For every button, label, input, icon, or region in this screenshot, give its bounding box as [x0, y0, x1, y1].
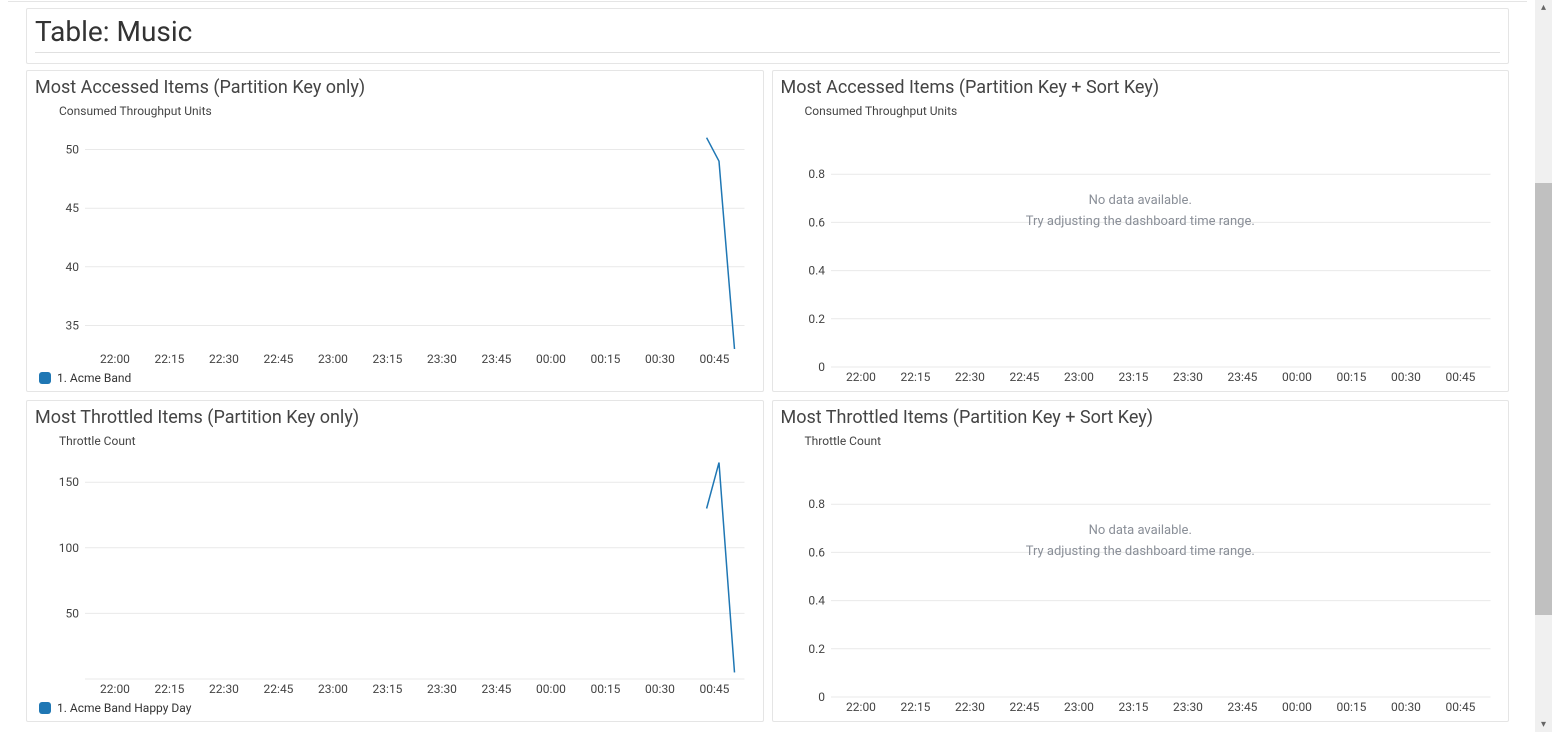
svg-text:00:00: 00:00: [536, 352, 566, 366]
chart-most-throttled-pk-sk[interactable]: Most Throttled Items (Partition Key + So…: [772, 400, 1510, 722]
svg-text:0.8: 0.8: [808, 167, 825, 181]
chart-most-accessed-pk-sk[interactable]: Most Accessed Items (Partition Key + Sor…: [772, 70, 1510, 392]
scroll-down-icon[interactable]: ▾: [1535, 719, 1552, 730]
dashboard-root: Table: Music Most Accessed Items (Partit…: [0, 0, 1552, 732]
svg-text:22:15: 22:15: [900, 700, 930, 714]
svg-text:0.6: 0.6: [808, 545, 825, 559]
svg-text:00:00: 00:00: [536, 682, 566, 696]
svg-text:0.4: 0.4: [808, 264, 825, 278]
svg-text:23:00: 23:00: [318, 352, 348, 366]
svg-text:23:45: 23:45: [482, 682, 512, 696]
svg-text:23:30: 23:30: [1173, 700, 1203, 714]
chart-plot[interactable]: 50 100 150 22:00 22:15 22:30 22:45 23:00 23:15 23…: [35, 450, 755, 699]
page-title: Table: Music: [35, 15, 1500, 53]
legend-swatch: [39, 702, 51, 714]
chart-plot[interactable]: 0 0.2 0.4 0.6 0.8 22:00 22:15 22:30 22:45 23:00 23…: [781, 120, 1501, 387]
chart-title: Most Accessed Items (Partition Key only): [35, 77, 755, 98]
svg-text:22:00: 22:00: [846, 370, 876, 384]
svg-text:00:15: 00:15: [591, 352, 621, 366]
svg-text:35: 35: [66, 319, 80, 333]
svg-text:0: 0: [818, 690, 825, 704]
svg-text:22:45: 22:45: [264, 682, 294, 696]
svg-text:40: 40: [66, 260, 80, 274]
svg-text:22:00: 22:00: [100, 682, 130, 696]
chart-most-accessed-pk[interactable]: Most Accessed Items (Partition Key only)…: [26, 70, 764, 392]
svg-text:22:45: 22:45: [1009, 370, 1039, 384]
svg-text:22:15: 22:15: [155, 682, 185, 696]
svg-text:00:15: 00:15: [1336, 370, 1366, 384]
svg-text:00:00: 00:00: [1282, 700, 1312, 714]
svg-text:0.2: 0.2: [808, 642, 825, 656]
svg-text:50: 50: [66, 606, 80, 620]
chart-most-throttled-pk[interactable]: Most Throttled Items (Partition Key only…: [26, 400, 764, 722]
svg-text:0.6: 0.6: [808, 215, 825, 229]
svg-text:22:30: 22:30: [955, 700, 985, 714]
svg-text:100: 100: [59, 541, 79, 555]
svg-text:23:45: 23:45: [1227, 370, 1257, 384]
svg-text:23:45: 23:45: [482, 352, 512, 366]
svg-text:22:30: 22:30: [955, 370, 985, 384]
svg-text:0.2: 0.2: [808, 312, 825, 326]
svg-text:23:45: 23:45: [1227, 700, 1257, 714]
svg-text:22:00: 22:00: [846, 700, 876, 714]
y-axis-title: Consumed Throughput Units: [805, 104, 1501, 118]
chart-plot[interactable]: 35 40 45 50 22:00 22:15 22:30 22:45 23:00 23:15 23…: [35, 120, 755, 369]
chart-title: Most Accessed Items (Partition Key + Sor…: [781, 77, 1501, 98]
svg-text:22:15: 22:15: [155, 352, 185, 366]
y-axis-title: Consumed Throughput Units: [59, 104, 755, 118]
svg-text:00:15: 00:15: [591, 682, 621, 696]
svg-text:00:30: 00:30: [645, 682, 675, 696]
table-title-panel: Table: Music: [26, 8, 1509, 64]
content-area: Table: Music Most Accessed Items (Partit…: [0, 0, 1535, 732]
scrollbar-thumb[interactable]: [1535, 183, 1552, 615]
svg-text:22:45: 22:45: [1009, 700, 1039, 714]
svg-text:23:00: 23:00: [318, 682, 348, 696]
scroll-up-icon[interactable]: ▴: [1535, 2, 1552, 13]
svg-text:00:30: 00:30: [645, 352, 675, 366]
chart-legend: 1. Acme Band: [35, 369, 755, 387]
svg-text:45: 45: [66, 201, 80, 215]
svg-text:00:00: 00:00: [1282, 370, 1312, 384]
svg-text:00:45: 00:45: [1445, 700, 1475, 714]
svg-text:22:30: 22:30: [209, 352, 239, 366]
svg-text:23:30: 23:30: [1173, 370, 1203, 384]
svg-text:23:15: 23:15: [373, 682, 403, 696]
legend-label: 1. Acme Band: [57, 371, 131, 385]
svg-text:150: 150: [59, 475, 79, 489]
svg-text:0.4: 0.4: [808, 594, 825, 608]
svg-text:00:30: 00:30: [1391, 700, 1421, 714]
svg-text:00:15: 00:15: [1336, 700, 1366, 714]
svg-text:00:45: 00:45: [700, 352, 730, 366]
svg-text:23:00: 23:00: [1064, 700, 1094, 714]
chart-plot[interactable]: 0 0.2 0.4 0.6 0.8 22:00 22:15 22:30 22:45 23:00 23…: [781, 450, 1501, 717]
svg-text:50: 50: [66, 143, 80, 157]
chart-title: Most Throttled Items (Partition Key + So…: [781, 407, 1501, 428]
svg-text:22:30: 22:30: [209, 682, 239, 696]
chart-grid: Most Accessed Items (Partition Key only)…: [26, 70, 1509, 722]
svg-text:22:00: 22:00: [100, 352, 130, 366]
svg-text:00:45: 00:45: [700, 682, 730, 696]
svg-text:0.8: 0.8: [808, 497, 825, 511]
y-axis-title: Throttle Count: [805, 434, 1501, 448]
chart-title: Most Throttled Items (Partition Key only…: [35, 407, 755, 428]
top-toolbar-edge: [8, 0, 1527, 2]
svg-text:22:15: 22:15: [900, 370, 930, 384]
legend-swatch: [39, 372, 51, 384]
svg-text:22:45: 22:45: [264, 352, 294, 366]
svg-text:23:00: 23:00: [1064, 370, 1094, 384]
y-axis-title: Throttle Count: [59, 434, 755, 448]
svg-text:23:15: 23:15: [1118, 700, 1148, 714]
svg-text:23:30: 23:30: [427, 682, 457, 696]
vertical-scrollbar[interactable]: ▴ ▾: [1535, 0, 1552, 732]
svg-text:23:15: 23:15: [373, 352, 403, 366]
legend-label: 1. Acme Band Happy Day: [57, 701, 191, 715]
svg-text:00:30: 00:30: [1391, 370, 1421, 384]
chart-legend: 1. Acme Band Happy Day: [35, 699, 755, 717]
svg-text:23:15: 23:15: [1118, 370, 1148, 384]
svg-text:00:45: 00:45: [1445, 370, 1475, 384]
svg-text:0: 0: [818, 360, 825, 374]
svg-text:23:30: 23:30: [427, 352, 457, 366]
